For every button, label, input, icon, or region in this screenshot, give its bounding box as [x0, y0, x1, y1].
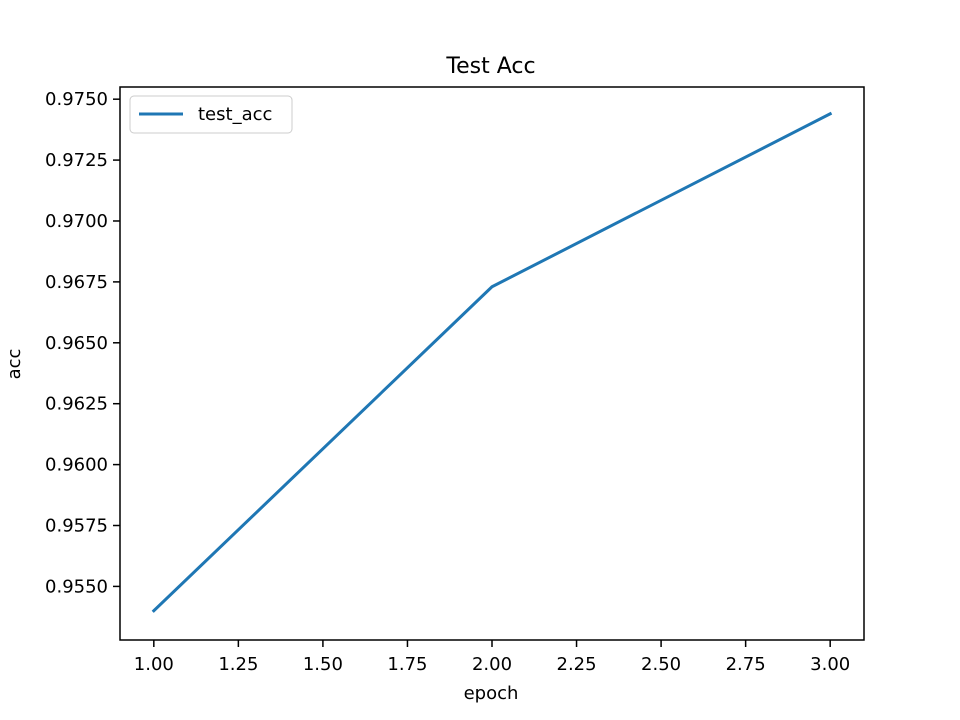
- plot-frame: [119, 86, 865, 641]
- x-tick-label: 2.75: [726, 654, 766, 675]
- y-tick-label: 0.9700: [45, 211, 108, 232]
- x-axis: 1.00 1.25 1.50 1.75 2.00 2.25 2.50 2.75 3.00: [134, 640, 850, 675]
- y-tick-label: 0.9575: [45, 516, 108, 537]
- x-tick-label: 2.25: [557, 654, 597, 675]
- x-tick-label: 2.00: [472, 654, 512, 675]
- x-tick-label: 1.50: [303, 654, 343, 675]
- x-tick-label: 2.50: [641, 654, 681, 675]
- y-tick-label: 0.9750: [45, 89, 108, 110]
- x-tick-label: 1.00: [134, 654, 174, 675]
- legend-label-test-acc: test_acc: [198, 104, 272, 125]
- legend: test_acc: [129, 95, 293, 134]
- y-tick-label: 0.9625: [45, 394, 108, 415]
- y-tick-label: 0.9725: [45, 150, 108, 171]
- y-tick-label: 0.9650: [45, 333, 108, 354]
- series-layer: [151, 111, 833, 613]
- legend-box: [129, 95, 293, 134]
- x-tick-label: 3.00: [810, 654, 850, 675]
- plot-background: [120, 87, 864, 640]
- y-axis-label: acc: [4, 349, 25, 380]
- y-tick-label: 0.9550: [45, 576, 108, 597]
- x-tick-label: 1.25: [218, 654, 258, 675]
- y-axis: 0.9550 0.9575 0.9600 0.9625 0.9650 0.9675 0.97…: [45, 89, 120, 597]
- y-tick-label: 0.9675: [45, 272, 108, 293]
- x-tick-label: 1.75: [387, 654, 427, 675]
- y-tick-label: 0.9600: [45, 455, 108, 476]
- plot-area: [120, 87, 864, 640]
- x-axis-label: epoch: [464, 683, 519, 704]
- chart-title: Test Acc: [445, 54, 535, 79]
